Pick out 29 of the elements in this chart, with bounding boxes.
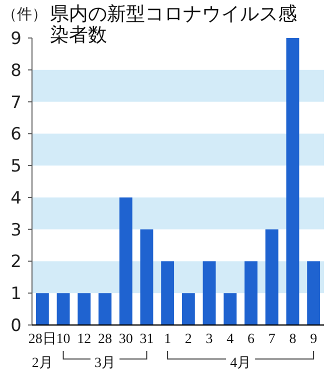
x-tick-label: 10 [56, 332, 70, 347]
chart-title: 県内の新型コロナウイルス感染者数 [50, 3, 297, 46]
x-tick-label: 1 [164, 332, 172, 347]
x-tick-label: 2 [184, 332, 192, 347]
x-tick-label: 3 [206, 332, 213, 347]
x-tick-label: 30 [118, 332, 133, 347]
x-tick-label: 28日 [28, 332, 56, 347]
y-tick-label: 8 [10, 60, 22, 81]
text: 4月 [230, 356, 252, 371]
x-tick-label: 8 [289, 332, 296, 347]
y-tick-label: 0 [10, 316, 22, 336]
y-tick-label: 1 [10, 284, 22, 304]
y-tick-label: 6 [10, 124, 22, 145]
y-tick-label: 9 [10, 29, 22, 49]
x-tick-label: 7 [268, 332, 276, 347]
y-tick-label: 3 [10, 220, 22, 240]
text: 2月 [32, 356, 53, 371]
text: 3月 [94, 356, 116, 371]
y-tick-label: 7 [10, 92, 22, 113]
y-tick-label: 5 [10, 156, 22, 177]
x-tick-label: 6 [248, 332, 254, 347]
x-tick-label: 12 [77, 332, 92, 347]
x-tick-label: 4 [226, 332, 234, 347]
y-tick-label: 2 [10, 252, 22, 272]
y-axis-title: （件） [2, 5, 47, 23]
x-tick-label: 31 [140, 332, 154, 347]
x-tick-label: 9 [310, 332, 318, 347]
y-tick-label: 4 [10, 188, 22, 208]
x-tick-label: 28 [98, 332, 112, 347]
